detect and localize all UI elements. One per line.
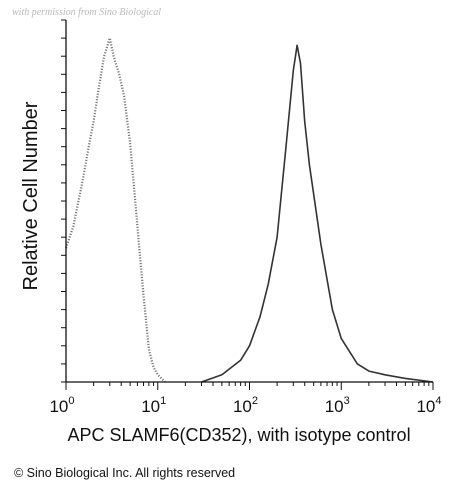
- histogram-series-1: [64, 36, 166, 383]
- x-tick-base: 10: [325, 397, 344, 416]
- x-tick-exponent: 3: [344, 395, 350, 407]
- x-tick-base: 10: [141, 397, 160, 416]
- copyright-notice: © Sino Biological Inc. All rights reserv…: [14, 466, 236, 480]
- x-tick-exponent: 2: [252, 395, 258, 407]
- plot-area: [64, 36, 434, 383]
- x-axis-label: APC SLAMF6(CD352), with isotype control: [67, 425, 410, 445]
- x-tick-exponent: 1: [160, 395, 166, 407]
- x-tick-exponent: 0: [68, 395, 74, 407]
- watermark: with permission from Sino Biological: [12, 7, 161, 18]
- x-tick-base: 10: [49, 397, 68, 416]
- x-tick-base: 10: [233, 397, 252, 416]
- histogram-series-2: [201, 44, 434, 383]
- y-axis-label: Relative Cell Number: [20, 101, 42, 290]
- x-tick-base: 10: [416, 397, 435, 416]
- x-tick-label: 100: [49, 395, 74, 416]
- axes: [61, 19, 434, 390]
- x-tick-labels: 100 101 102 103 104: [49, 395, 441, 416]
- x-tick-label: 103: [325, 395, 350, 416]
- x-tick-label: 101: [141, 395, 166, 416]
- x-tick-label: 102: [233, 395, 258, 416]
- x-tick-exponent: 4: [435, 395, 441, 407]
- x-tick-label: 104: [416, 395, 441, 416]
